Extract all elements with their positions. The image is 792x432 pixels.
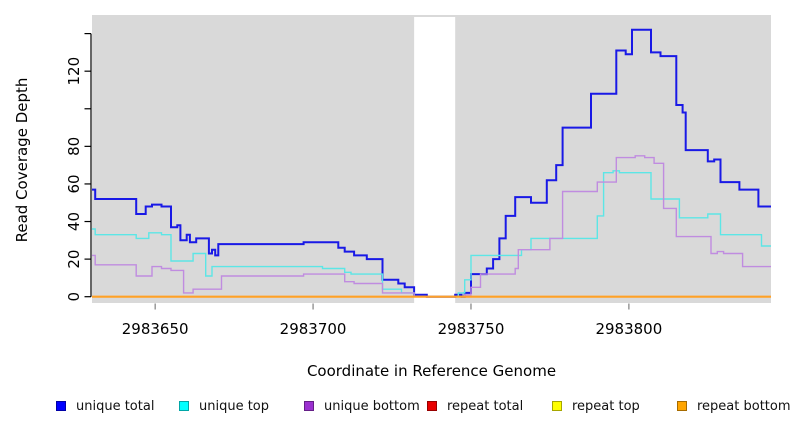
legend-item-unique-top: unique top: [179, 398, 269, 414]
x-axis-title: Coordinate in Reference Genome: [306, 362, 557, 380]
legend-item-repeat-total: repeat total: [427, 398, 523, 414]
legend-item-repeat-top: repeat top: [552, 398, 640, 414]
legend-swatch-icon: [179, 401, 189, 411]
legend-label: unique top: [199, 398, 270, 414]
y-tick-label: 120: [65, 57, 83, 86]
legend-label: unique total: [76, 398, 155, 414]
series-unique-bottom: [92, 155, 771, 298]
legend-item-repeat-bottom: repeat bottom: [677, 398, 791, 414]
legend-label: unique bottom: [324, 398, 420, 414]
legend-label: repeat total: [447, 398, 524, 414]
y-tick-label: 0: [65, 292, 83, 302]
x-tick-label: 2983750: [438, 320, 505, 338]
legend-swatch-icon: [304, 401, 314, 411]
legend-item-unique-total: unique total: [56, 398, 154, 414]
x-tick-label: 2983650: [122, 320, 189, 338]
legend-swatch-icon: [677, 401, 687, 411]
no-data-gap: [414, 17, 456, 303]
legend: unique total unique top unique bottom repea…: [0, 398, 792, 420]
legend-label: repeat bottom: [697, 398, 791, 414]
legend-item-unique-bottom: unique bottom: [304, 398, 420, 414]
y-axis-title: Read Coverage Depth: [13, 77, 31, 243]
x-tick-label: 2983700: [280, 320, 347, 338]
legend-swatch-icon: [427, 401, 437, 411]
x-tick-label: 2983800: [595, 320, 662, 338]
y-tick-label: 20: [65, 250, 83, 269]
legend-swatch-icon: [552, 401, 562, 411]
y-tick-label: 60: [65, 174, 83, 193]
y-tick-label: 80: [65, 137, 83, 156]
y-tick-label: 40: [65, 212, 83, 231]
legend-swatch-icon: [56, 401, 66, 411]
legend-label: repeat top: [572, 398, 640, 414]
